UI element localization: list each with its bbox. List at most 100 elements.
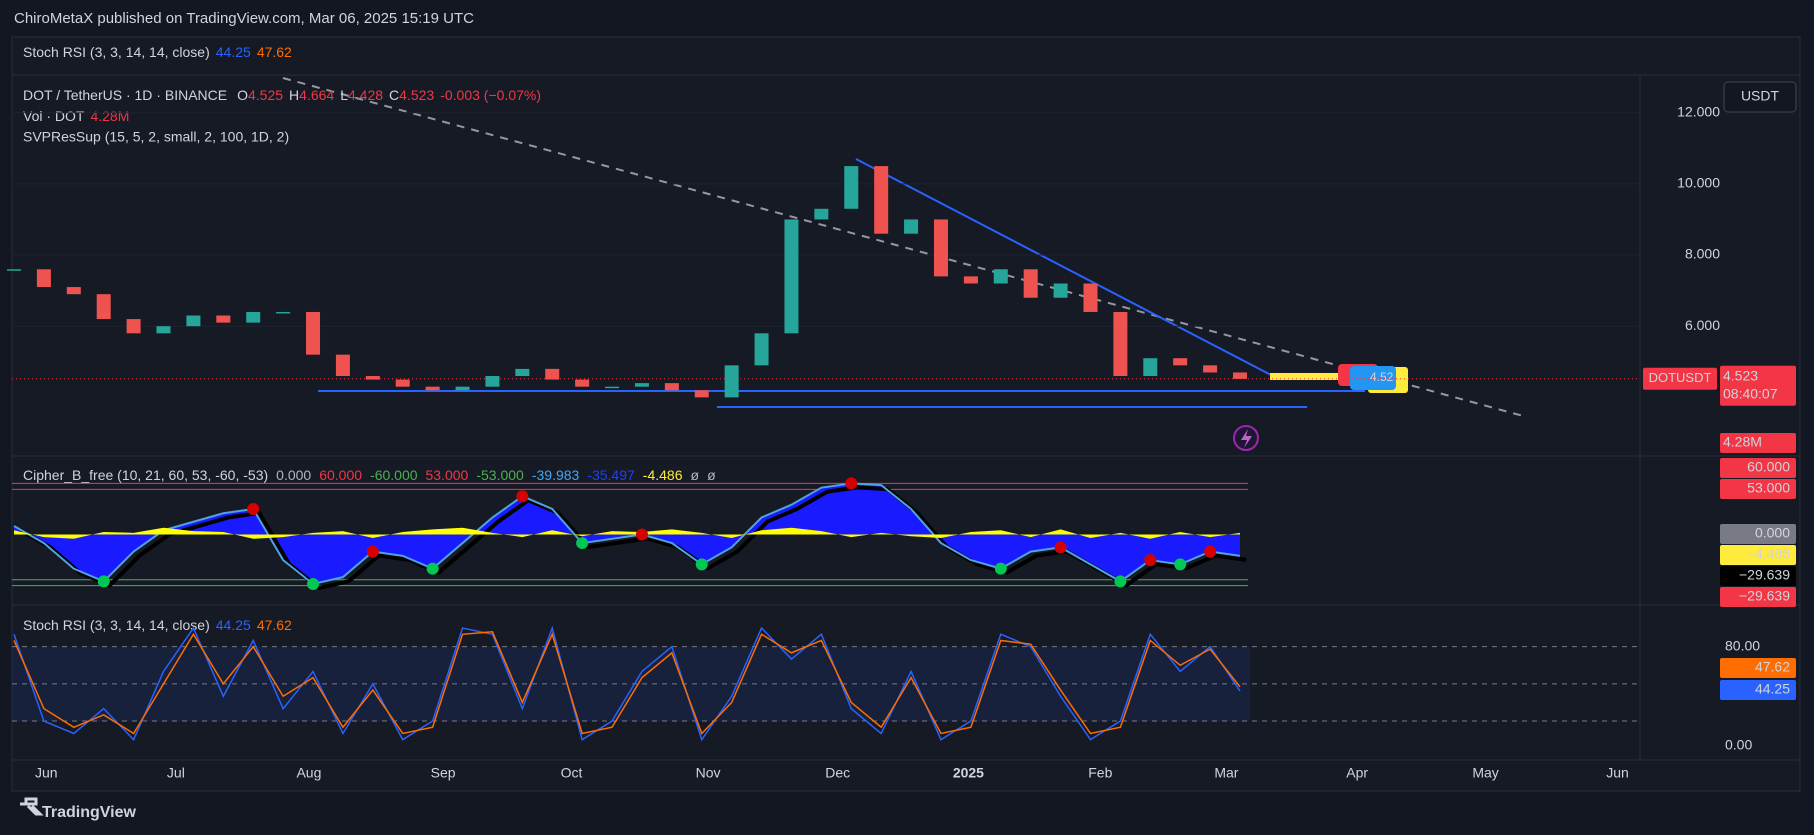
symbol: DOT / TetherUS · 1D · BINANCE xyxy=(23,87,227,103)
candle xyxy=(1143,358,1158,377)
x-tick-label: May xyxy=(1472,765,1498,781)
candle xyxy=(664,383,679,391)
candle xyxy=(395,379,410,387)
publisher: ChiroMetaX published on TradingView.com,… xyxy=(14,10,474,27)
axis-tag xyxy=(1720,458,1796,478)
footer: TradingView xyxy=(42,804,137,821)
cross-dot xyxy=(426,562,439,575)
x-tick-label: Nov xyxy=(696,765,721,781)
cross-dot xyxy=(695,558,708,571)
currency-button[interactable] xyxy=(1723,81,1797,113)
candle xyxy=(844,166,859,209)
k-value: 44.25 xyxy=(216,44,251,60)
volume-legend: Vol · DOT 4.28M xyxy=(23,108,129,124)
x-tick-label: Dec xyxy=(825,765,850,781)
candle xyxy=(814,208,829,220)
d-value: 47.62 xyxy=(257,44,292,60)
cross-dot xyxy=(307,577,320,590)
trendline xyxy=(855,158,1274,377)
axis-tag xyxy=(1720,587,1796,607)
readout: ø xyxy=(691,467,700,483)
cipher-title: Cipher_B_free (10, 21, 60, 53, -60, -53) xyxy=(23,467,268,483)
y-tick-label: 10.000 xyxy=(1677,175,1720,191)
axis-tag-text: −29.639 xyxy=(1739,588,1790,604)
y-tick-label: 6.000 xyxy=(1685,317,1720,333)
close: 4.523 xyxy=(399,87,434,103)
axis-tag xyxy=(1720,566,1796,586)
label: H xyxy=(289,87,299,103)
chart-frame xyxy=(11,36,1801,792)
cross-dot xyxy=(97,575,110,588)
wave-area xyxy=(14,483,1240,584)
x-tick-label: Jul xyxy=(167,765,185,781)
candle xyxy=(754,333,769,366)
candle xyxy=(186,315,201,327)
x-tick-label: Feb xyxy=(1088,765,1112,781)
marker-label: 4.52 xyxy=(1370,370,1394,384)
candle xyxy=(694,390,709,398)
candle xyxy=(1173,358,1188,366)
candle xyxy=(1113,311,1128,377)
wave2-area xyxy=(14,527,1240,539)
readout: -53.000 xyxy=(476,467,524,483)
candle xyxy=(365,376,380,380)
x-tick-label: Apr xyxy=(1346,765,1368,781)
candle xyxy=(66,287,81,295)
axis-tag-text: 44.25 xyxy=(1755,681,1790,697)
volume: 4.28M xyxy=(90,108,129,124)
cross-dot xyxy=(1174,558,1187,571)
candle xyxy=(724,365,739,398)
d-value: 47.62 xyxy=(257,617,292,633)
change: -0.003 (−0.07%) xyxy=(440,87,541,103)
label: O xyxy=(237,87,248,103)
candle xyxy=(963,276,978,284)
cross-dot xyxy=(576,537,589,550)
cross-dot xyxy=(516,490,529,503)
candle xyxy=(96,294,111,320)
cross-dot xyxy=(635,528,648,541)
candle xyxy=(306,311,321,355)
cross-dot xyxy=(1204,545,1217,558)
label: C xyxy=(389,87,399,103)
cross-dot xyxy=(366,545,379,558)
volume-name: Vol · DOT xyxy=(23,108,85,124)
x-tick-label: Mar xyxy=(1214,765,1238,781)
stoch-d xyxy=(13,630,1241,735)
candle xyxy=(784,219,799,334)
axis-tag-text: 0.000 xyxy=(1755,525,1790,541)
candle xyxy=(933,219,948,277)
high: 4.664 xyxy=(299,87,334,103)
cipher-legend: Cipher_B_free (10, 21, 60, 53, -60, -53)… xyxy=(23,467,716,483)
candle xyxy=(156,326,171,334)
candle xyxy=(276,311,291,314)
readout: 60.000 xyxy=(319,467,362,483)
candle xyxy=(425,386,440,391)
cross-dot xyxy=(1054,541,1067,554)
marker xyxy=(1350,366,1396,390)
candle xyxy=(1053,283,1068,298)
wave-line xyxy=(19,485,1247,591)
price-tag-text: 4.523 xyxy=(1723,367,1758,383)
countdown: 08:40:07 xyxy=(1723,385,1778,401)
currency[interactable]: USDT xyxy=(1741,88,1780,104)
candle xyxy=(216,315,231,323)
axis-tag xyxy=(1720,680,1796,700)
cross-dot xyxy=(1144,554,1157,567)
stoch-legend: Stoch RSI (3, 3, 14, 14, close) 44.25 47.6… xyxy=(23,617,292,633)
candle xyxy=(1203,365,1218,373)
x-tick-label: Jun xyxy=(1606,765,1629,781)
candle xyxy=(246,311,261,323)
stoch-title: Stoch RSI (3, 3, 14, 14, close) xyxy=(23,617,210,633)
axis-tag xyxy=(1720,524,1796,544)
x-tick-label: Aug xyxy=(296,765,321,781)
symbol-legend: DOT / TetherUS · 1D · BINANCE O4.525 H4.66… xyxy=(23,87,541,103)
low: 4.428 xyxy=(348,87,383,103)
zone xyxy=(1270,373,1365,380)
candle xyxy=(455,386,470,391)
candle xyxy=(485,376,500,387)
symbol-tag-text: DOTUSDT xyxy=(1649,370,1712,385)
y-tick-label: 12.000 xyxy=(1677,103,1720,119)
symbol-tag xyxy=(1643,367,1717,390)
axis-tag xyxy=(1720,658,1796,678)
